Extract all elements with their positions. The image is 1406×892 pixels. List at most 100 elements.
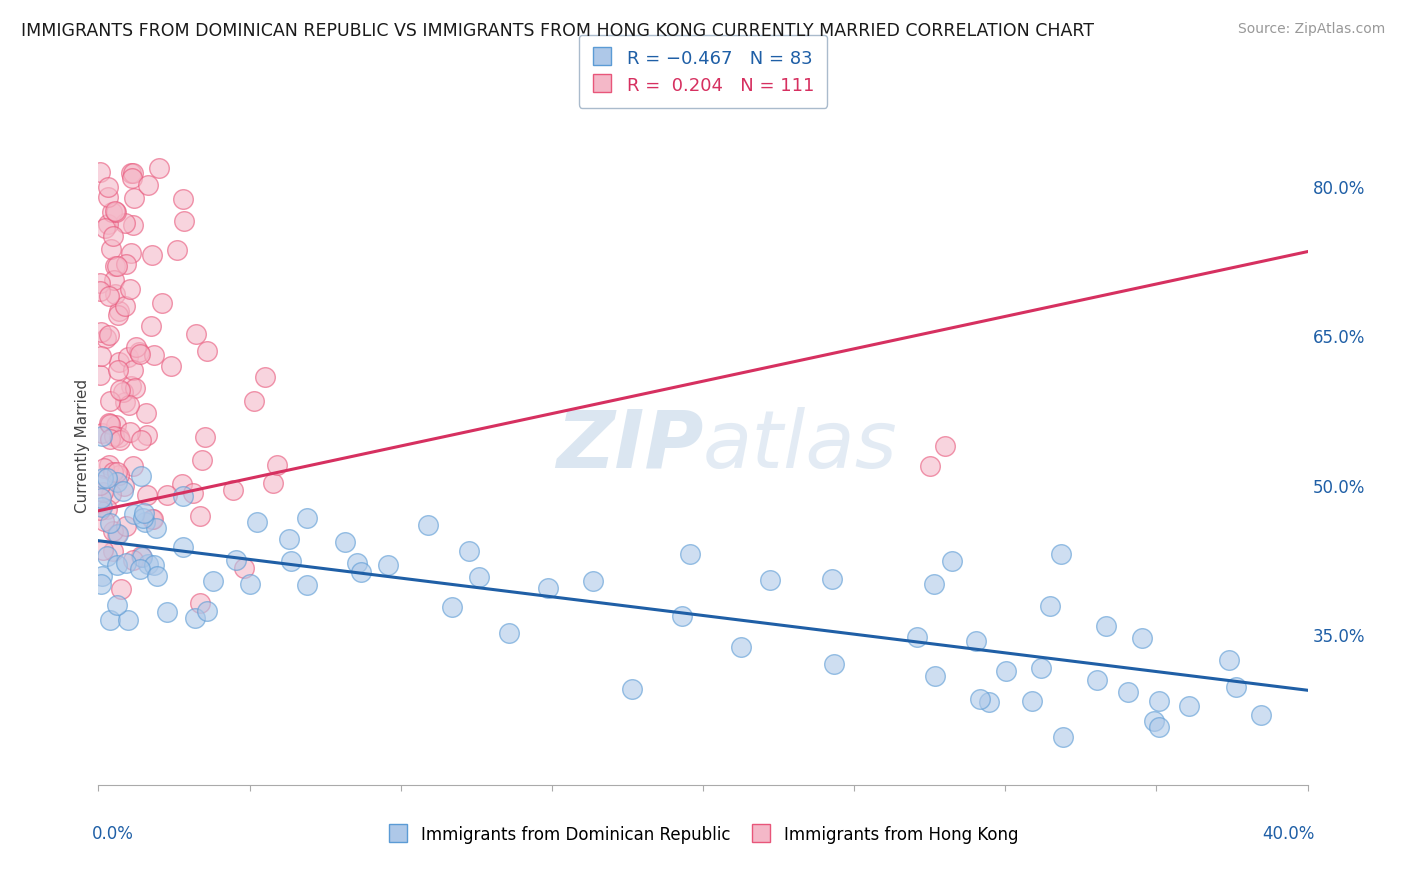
Point: [90, 569, 112, 583]
Point: [101, 204, 124, 219]
Point: [977, 695, 1000, 709]
Point: [821, 572, 844, 586]
Point: [221, 483, 243, 497]
Point: [89, 478, 111, 492]
Point: [141, 319, 163, 334]
Point: [107, 308, 129, 322]
Point: [105, 598, 128, 612]
Point: [262, 475, 284, 490]
Point: [1130, 632, 1153, 646]
Point: [181, 486, 204, 500]
Point: [280, 554, 302, 568]
Text: atlas: atlas: [703, 407, 898, 485]
Point: [132, 506, 155, 520]
Point: [89, 276, 111, 290]
Point: [458, 544, 481, 558]
Point: [90, 425, 112, 440]
Point: [94, 221, 117, 235]
Point: [173, 214, 195, 228]
Point: [107, 355, 129, 369]
Point: [114, 519, 136, 533]
Point: [918, 458, 941, 473]
Point: [172, 192, 194, 206]
Point: [172, 541, 194, 555]
Point: [114, 299, 136, 313]
Point: [118, 282, 141, 296]
Point: [297, 511, 319, 525]
Point: [377, 558, 399, 573]
Point: [105, 558, 128, 572]
Point: [115, 556, 138, 570]
Point: [225, 553, 247, 567]
Point: [108, 383, 131, 397]
Point: [117, 613, 139, 627]
Point: [333, 535, 356, 549]
Point: [122, 458, 145, 473]
Point: [1147, 694, 1170, 708]
Point: [91, 542, 114, 557]
Point: [730, 640, 752, 654]
Point: [246, 515, 269, 529]
Point: [172, 489, 194, 503]
Point: [89, 285, 111, 299]
Point: [295, 578, 318, 592]
Text: 40.0%: 40.0%: [1263, 825, 1315, 843]
Point: [1031, 660, 1053, 674]
Point: [120, 379, 142, 393]
Point: [98, 328, 121, 343]
Point: [107, 467, 129, 482]
Point: [134, 515, 156, 529]
Text: ZIP: ZIP: [555, 407, 703, 485]
Point: [468, 570, 491, 584]
Point: [90, 500, 112, 515]
Point: [190, 452, 212, 467]
Point: [124, 191, 146, 205]
Point: [141, 248, 163, 262]
Point: [128, 562, 150, 576]
Point: [103, 524, 125, 538]
Point: [905, 630, 928, 644]
Point: [91, 470, 114, 484]
Point: [91, 485, 114, 500]
Point: [90, 491, 112, 505]
Point: [136, 427, 159, 442]
Point: [156, 488, 179, 502]
Point: [104, 417, 127, 432]
Point: [97, 416, 120, 430]
Point: [418, 518, 440, 533]
Point: [105, 527, 128, 541]
Point: [100, 486, 122, 500]
Point: [107, 304, 129, 318]
Point: [498, 626, 520, 640]
Point: [110, 582, 132, 596]
Point: [759, 574, 782, 588]
Point: [89, 368, 111, 382]
Point: [131, 550, 153, 565]
Text: Source: ZipAtlas.com: Source: ZipAtlas.com: [1237, 22, 1385, 37]
Point: [129, 549, 152, 563]
Point: [103, 429, 125, 443]
Point: [104, 259, 127, 273]
Point: [96, 502, 118, 516]
Point: [97, 190, 120, 204]
Point: [145, 569, 167, 583]
Point: [117, 350, 139, 364]
Point: [105, 259, 128, 273]
Point: [184, 327, 207, 342]
Point: [118, 425, 141, 439]
Point: [132, 511, 155, 525]
Point: [97, 180, 120, 194]
Point: [104, 287, 127, 301]
Point: [1177, 698, 1199, 713]
Point: [120, 246, 142, 260]
Point: [128, 344, 150, 359]
Point: [537, 581, 560, 595]
Point: [966, 634, 988, 648]
Point: [201, 574, 224, 588]
Point: [1039, 599, 1062, 614]
Point: [1218, 653, 1240, 667]
Point: [118, 398, 141, 412]
Point: [124, 381, 146, 395]
Point: [621, 682, 644, 697]
Point: [107, 362, 129, 376]
